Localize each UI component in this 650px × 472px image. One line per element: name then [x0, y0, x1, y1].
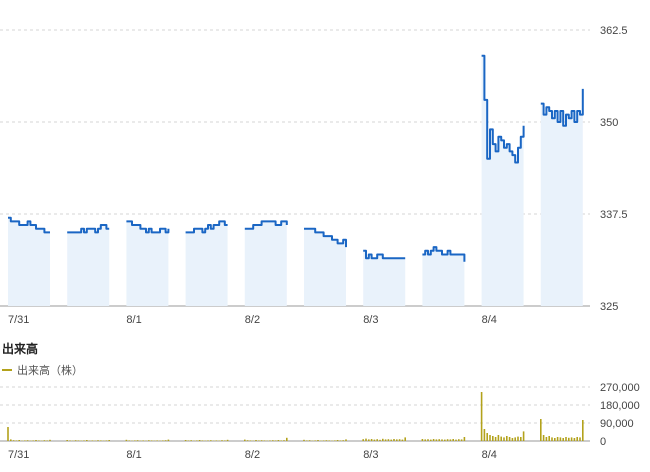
price-series-line — [8, 216, 50, 234]
volume-x-tick-label: 8/3 — [363, 449, 378, 461]
volume-legend-label: 出来高（株） — [17, 365, 83, 377]
session-area — [126, 221, 169, 306]
price-series-line — [185, 220, 228, 234]
price-x-tick-label: 7/31 — [8, 314, 29, 326]
price-series-line — [67, 224, 110, 234]
session-area — [304, 228, 346, 306]
price-x-tick-label: 8/3 — [363, 314, 378, 326]
price-y-tick-label: 350 — [600, 117, 618, 129]
session-area — [67, 225, 110, 306]
price-series-line — [126, 220, 170, 234]
session-area — [540, 88, 583, 307]
volume-y-tick-label: 0 — [600, 436, 606, 448]
volume-legend: 出来高（株） — [2, 362, 83, 378]
volume-x-tick-label: 8/4 — [482, 449, 497, 461]
session-area — [481, 55, 524, 306]
volume-legend-swatch — [2, 369, 12, 371]
session-area — [244, 221, 287, 306]
volume-x-tick-label: 8/2 — [245, 449, 260, 461]
session-area — [422, 247, 465, 306]
price-y-tick-label: 362.5 — [600, 25, 628, 37]
session-area — [185, 221, 228, 306]
volume-x-tick-label: 8/1 — [126, 449, 141, 461]
price-y-tick-label: 337.5 — [600, 209, 628, 221]
session-area — [8, 217, 50, 306]
volume-title: 出来高 — [2, 342, 39, 356]
price-series-line — [304, 227, 347, 248]
price-x-tick-label: 8/2 — [245, 314, 260, 326]
price-x-tick-label: 8/1 — [126, 314, 141, 326]
price-y-tick-label: 325 — [600, 301, 618, 313]
price-series-line — [540, 88, 584, 127]
price-series-line — [244, 220, 288, 230]
session-area — [363, 250, 406, 306]
volume-x-tick-label: 7/31 — [8, 449, 29, 461]
volume-y-tick-label: 180,000 — [600, 400, 640, 412]
price-series-line — [363, 249, 406, 260]
price-series-line — [481, 54, 525, 164]
price-x-tick-label: 8/4 — [482, 314, 497, 326]
price-series-line — [422, 246, 466, 262]
volume-y-tick-label: 270,000 — [600, 382, 640, 394]
volume-y-tick-label: 90,000 — [600, 418, 634, 430]
